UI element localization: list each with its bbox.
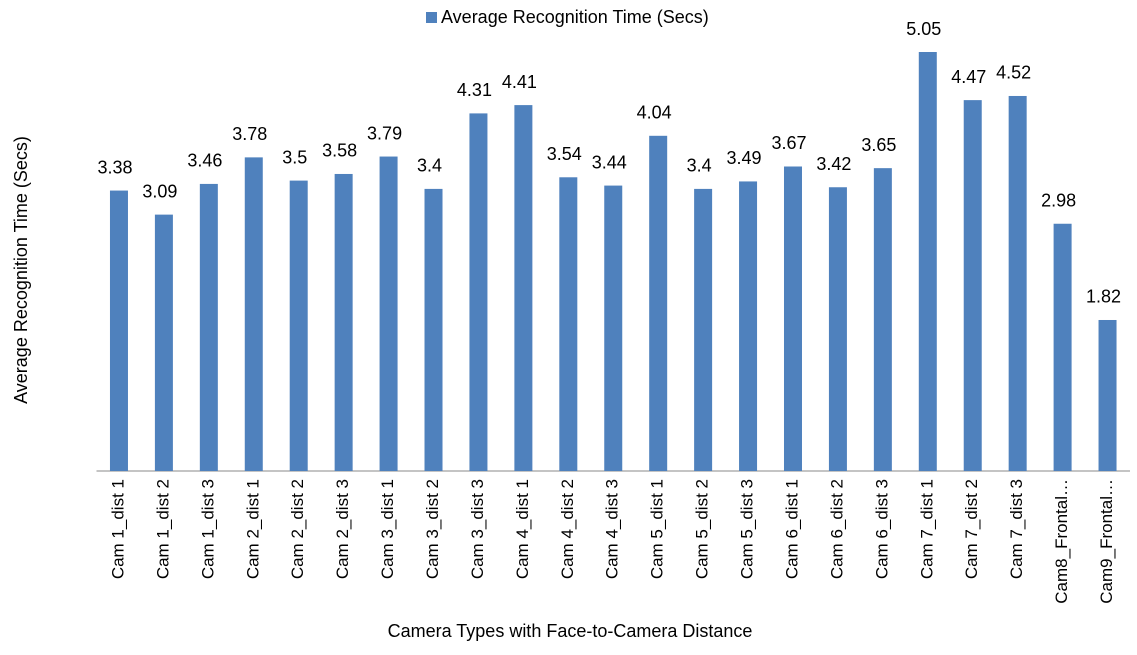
bar [963,100,982,471]
data-label: 3.65 [861,135,896,155]
bar [1008,95,1027,472]
x-tick-label: Cam 2_dist 2 [288,479,307,579]
data-label: 3.67 [771,133,806,153]
legend-swatch [426,12,437,23]
data-label: 3.5 [282,147,307,167]
bar [649,135,668,472]
bar [109,190,128,471]
x-tick-label: Cam8_Frontal… [1052,479,1071,604]
x-tick-label: Cam 6_dist 3 [872,479,891,579]
x-tick-label: Cam 1_dist 2 [153,479,172,579]
x-tick-label: Cam 1_dist 1 [108,479,127,579]
bar [694,188,713,471]
data-label: 3.4 [417,156,442,176]
x-tick-label: Cam 2_dist 3 [333,479,352,579]
bar [289,180,308,472]
data-label: 3.54 [547,144,582,164]
x-tick-label: Cam 7_dist 3 [1007,479,1026,579]
data-label: 1.82 [1086,287,1121,307]
x-tick-label: Cam 5_dist 2 [693,479,712,579]
data-label: 3.44 [592,152,627,172]
bar [424,188,443,471]
data-label: 2.98 [1041,190,1076,210]
data-label: 3.58 [322,141,357,161]
x-tick-label: Cam 4_dist 1 [513,479,532,579]
bar [514,105,533,472]
data-label: 3.79 [367,123,402,143]
bar [334,173,353,471]
data-label: 3.09 [142,181,177,201]
x-tick-label: Cam 4_dist 2 [558,479,577,579]
bar [828,187,847,471]
x-tick-label: Cam 7_dist 2 [962,479,981,579]
x-tick-label: Cam 5_dist 3 [738,479,757,579]
data-label: 3.49 [727,148,762,168]
x-tick-label: Cam 6_dist 2 [827,479,846,579]
x-tick-label: Cam 3_dist 2 [423,479,442,579]
x-axis-label: Camera Types with Face-to-Camera Distanc… [388,621,753,641]
x-tick-label: Cam 2_dist 1 [243,479,262,579]
x-tick-label: Cam 7_dist 1 [917,479,936,579]
bar [244,157,263,471]
bar [379,156,398,471]
bar [739,181,758,472]
bar [918,52,937,471]
x-tick-label: Cam9_Frontal… [1097,479,1116,604]
x-tick-label: Cam 6_dist 1 [782,479,801,579]
x-tick-label: Cam 3_dist 1 [378,479,397,579]
bar [873,168,892,471]
data-label: 3.4 [687,156,712,176]
bar [783,166,802,471]
bar [199,183,218,471]
legend-label: Average Recognition Time (Secs) [441,7,709,27]
y-axis-label: Average Recognition Time (Secs) [11,136,31,404]
data-label: 4.47 [951,67,986,87]
x-tick-label: Cam 5_dist 1 [648,479,667,579]
bar [1053,223,1072,471]
bar [559,177,578,471]
bar [469,113,488,472]
data-label: 4.41 [502,72,537,92]
data-label: 3.42 [816,154,851,174]
bar [154,214,173,472]
data-label: 4.04 [637,103,672,123]
data-label: 4.52 [996,63,1031,83]
bar [604,185,623,471]
x-tick-label: Cam 4_dist 3 [603,479,622,579]
data-label: 5.05 [906,19,941,39]
x-tick-label: Cam 3_dist 3 [468,479,487,579]
data-label: 3.38 [97,157,132,177]
data-label: 4.31 [457,80,492,100]
x-tick-label: Cam 1_dist 3 [198,479,217,579]
data-label: 3.46 [187,151,222,171]
data-label: 3.78 [232,124,267,144]
bar [1098,319,1117,471]
